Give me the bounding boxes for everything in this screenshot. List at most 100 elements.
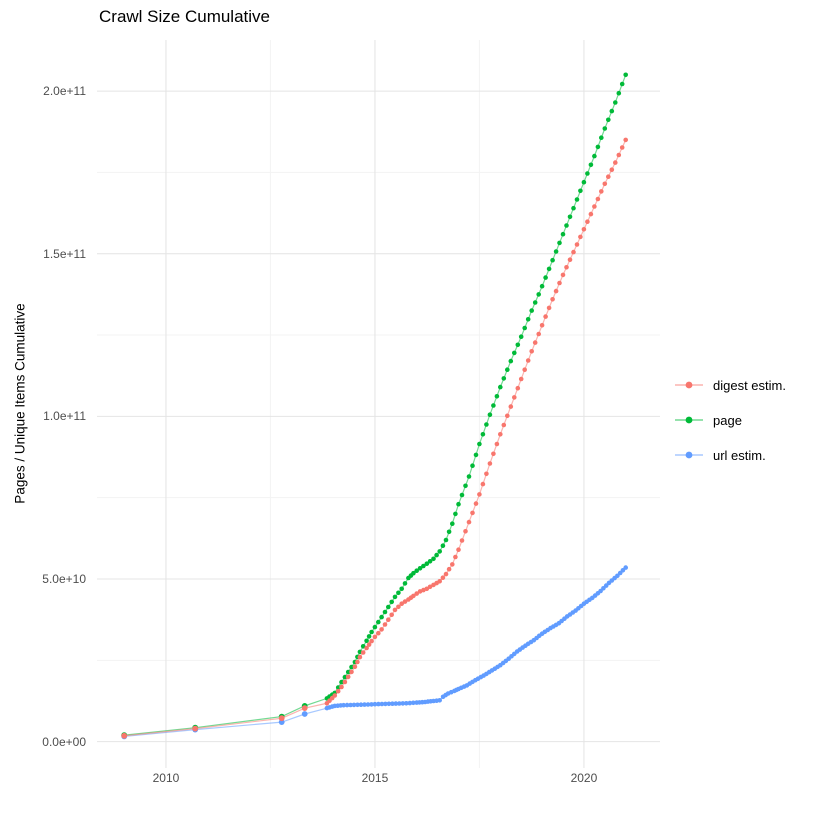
data-point bbox=[379, 701, 385, 707]
data-point bbox=[437, 698, 443, 703]
data-point bbox=[278, 715, 285, 722]
data-point bbox=[553, 288, 559, 294]
data-point bbox=[372, 701, 378, 707]
data-point bbox=[357, 654, 363, 660]
data-point bbox=[550, 257, 555, 263]
data-point bbox=[379, 627, 384, 632]
data-point bbox=[546, 305, 552, 311]
data-point bbox=[364, 638, 369, 644]
data-point bbox=[494, 394, 500, 399]
data-point bbox=[434, 552, 439, 558]
data-point bbox=[360, 644, 366, 649]
data-point bbox=[522, 325, 527, 331]
legend-key-icon bbox=[675, 451, 703, 459]
legend-label: digest estim. bbox=[713, 377, 786, 393]
data-point bbox=[515, 385, 521, 391]
series-digest-estim- bbox=[121, 137, 628, 739]
data-point bbox=[421, 563, 426, 569]
data-point bbox=[360, 650, 366, 655]
y-axis-tick-label: 5.0e+10 bbox=[42, 572, 86, 586]
data-point bbox=[376, 701, 381, 707]
data-point bbox=[505, 413, 510, 419]
data-point bbox=[473, 501, 479, 506]
data-point bbox=[345, 669, 351, 675]
data-point bbox=[446, 566, 452, 572]
data-point bbox=[332, 693, 338, 698]
data-point bbox=[515, 342, 521, 348]
data-point bbox=[344, 702, 350, 708]
data-point bbox=[574, 197, 580, 202]
data-point bbox=[450, 521, 455, 526]
legend-key-icon bbox=[675, 381, 703, 389]
data-point bbox=[351, 702, 357, 708]
data-point bbox=[623, 565, 628, 570]
data-point bbox=[525, 358, 531, 363]
data-point bbox=[564, 223, 569, 228]
data-point bbox=[382, 609, 388, 615]
data-point bbox=[431, 556, 436, 562]
data-point bbox=[470, 463, 475, 469]
data-point bbox=[536, 331, 541, 337]
data-point bbox=[397, 701, 402, 706]
data-point bbox=[399, 586, 405, 592]
data-point bbox=[437, 549, 443, 554]
legend-item-digest: digest estim. bbox=[674, 374, 786, 396]
data-point bbox=[400, 701, 406, 706]
data-point bbox=[372, 624, 378, 630]
data-point bbox=[588, 162, 594, 168]
data-point bbox=[301, 705, 308, 711]
data-point bbox=[355, 659, 360, 665]
data-point bbox=[352, 664, 358, 670]
data-point bbox=[595, 196, 601, 202]
data-point bbox=[407, 700, 413, 706]
legend-item-url: url estim. bbox=[674, 444, 786, 466]
data-point bbox=[578, 188, 583, 194]
data-point bbox=[383, 701, 388, 707]
legend-item-page: page bbox=[674, 409, 786, 431]
data-point bbox=[369, 702, 374, 707]
data-point bbox=[518, 334, 524, 340]
data-point bbox=[571, 205, 576, 211]
data-point bbox=[571, 249, 576, 255]
data-point bbox=[365, 702, 371, 707]
data-point bbox=[501, 422, 507, 428]
data-point bbox=[484, 471, 489, 477]
data-point bbox=[599, 135, 604, 140]
y-axis-tick-label: 1.0e+11 bbox=[43, 409, 86, 424]
data-point bbox=[386, 604, 391, 610]
data-point bbox=[121, 732, 128, 739]
legend-key-icon bbox=[675, 416, 703, 424]
series-page bbox=[121, 72, 628, 738]
legend-label: page bbox=[713, 412, 742, 428]
data-point bbox=[491, 451, 496, 457]
data-point bbox=[414, 568, 420, 573]
data-point bbox=[491, 403, 496, 408]
data-point bbox=[379, 614, 384, 620]
data-point bbox=[456, 501, 461, 507]
chart-title: Crawl Size Cumulative bbox=[99, 7, 270, 26]
data-point bbox=[446, 529, 452, 535]
data-point bbox=[411, 593, 416, 599]
data-point bbox=[396, 604, 401, 610]
data-point bbox=[389, 599, 395, 605]
x-axis-tick-label: 2015 bbox=[361, 771, 389, 785]
legend-label: url estim. bbox=[713, 447, 766, 463]
data-point bbox=[440, 543, 446, 548]
data-point bbox=[613, 160, 618, 165]
data-point bbox=[382, 622, 388, 627]
data-point bbox=[427, 559, 433, 564]
data-point bbox=[494, 441, 500, 447]
data-point bbox=[477, 441, 482, 447]
data-point bbox=[440, 575, 446, 580]
data-point bbox=[599, 189, 604, 194]
data-point bbox=[616, 152, 622, 158]
data-point bbox=[522, 367, 527, 373]
data-point bbox=[543, 275, 548, 280]
data-point bbox=[606, 117, 611, 123]
data-point bbox=[355, 702, 360, 708]
data-point bbox=[411, 570, 416, 576]
data-point bbox=[595, 144, 601, 150]
data-point bbox=[498, 432, 503, 437]
data-point bbox=[567, 214, 573, 220]
